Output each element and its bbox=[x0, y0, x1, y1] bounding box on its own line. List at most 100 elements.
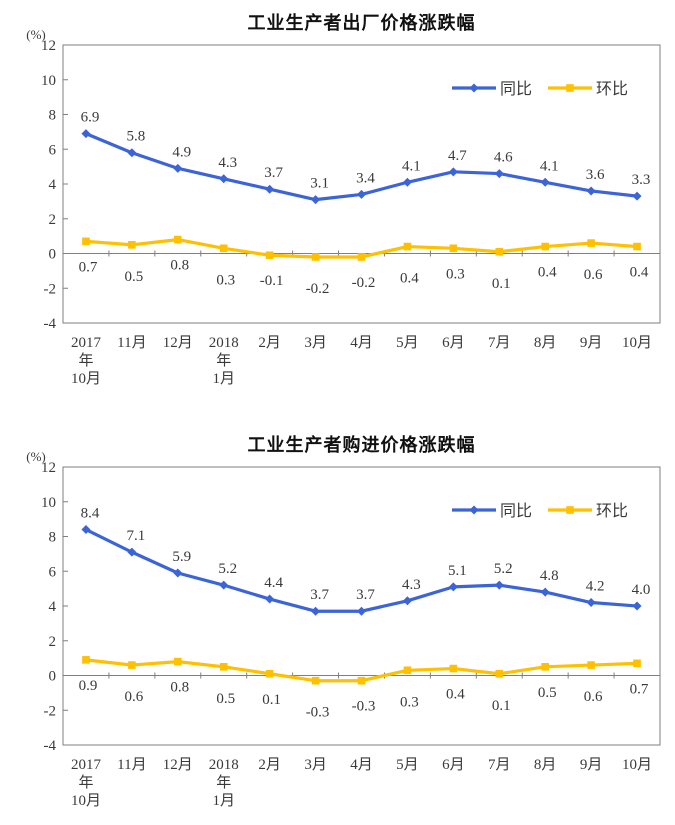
data-point bbox=[541, 663, 549, 671]
data-point bbox=[174, 235, 182, 244]
legend-label: 同比 bbox=[500, 502, 532, 520]
data-point bbox=[311, 253, 320, 261]
data-label: 0.5 bbox=[216, 691, 235, 707]
data-point bbox=[540, 587, 550, 597]
y-tick-label: 12 bbox=[41, 460, 56, 476]
data-label: 3.7 bbox=[356, 587, 375, 603]
data-label: 0.1 bbox=[262, 692, 281, 708]
y-axis-unit-label: (%) bbox=[26, 449, 46, 464]
data-point bbox=[586, 598, 596, 608]
data-label: 4.0 bbox=[632, 582, 651, 598]
x-tick-label: 9月 bbox=[580, 757, 603, 773]
y-tick-label: 2 bbox=[49, 212, 57, 228]
data-label: 3.7 bbox=[264, 165, 283, 181]
data-point bbox=[219, 580, 229, 590]
x-tick-label: 12月 bbox=[163, 757, 193, 773]
data-point bbox=[495, 669, 504, 678]
data-point bbox=[633, 242, 641, 251]
data-point bbox=[357, 606, 366, 616]
x-tick-label: 3月 bbox=[304, 757, 327, 773]
legend-marker bbox=[566, 84, 574, 92]
legend-label: 同比 bbox=[500, 80, 532, 98]
data-label: 8.4 bbox=[81, 506, 100, 522]
y-tick-label: 8 bbox=[49, 108, 57, 124]
data-label: 5.1 bbox=[448, 563, 467, 579]
x-tick-label: 10月 bbox=[622, 335, 652, 351]
data-point bbox=[586, 186, 596, 196]
x-tick-label: 年 bbox=[216, 774, 231, 791]
data-label: 0.3 bbox=[216, 272, 235, 288]
x-tick-label: 6月 bbox=[442, 757, 465, 773]
x-tick-label: 7月 bbox=[488, 335, 511, 351]
data-point bbox=[265, 594, 275, 604]
y-tick-label: 0 bbox=[49, 669, 57, 685]
data-label: 7.1 bbox=[127, 528, 146, 544]
x-tick-label: 4月 bbox=[350, 335, 373, 351]
x-tick-label: 11月 bbox=[117, 335, 146, 351]
data-point bbox=[357, 676, 366, 685]
data-point bbox=[311, 606, 321, 616]
data-point bbox=[127, 547, 137, 557]
data-label: 0.6 bbox=[125, 689, 144, 705]
data-point bbox=[587, 239, 595, 247]
data-label: 0.4 bbox=[538, 265, 557, 281]
data-point bbox=[265, 184, 275, 194]
x-tick-label: 7月 bbox=[488, 757, 511, 773]
legend-label: 环比 bbox=[596, 80, 628, 98]
x-tick-label: 1月 bbox=[212, 371, 235, 387]
x-tick-label: 12月 bbox=[163, 335, 193, 351]
y-tick-label: 6 bbox=[49, 142, 57, 158]
data-label: -0.2 bbox=[306, 281, 330, 297]
y-tick-label: 10 bbox=[41, 495, 56, 511]
y-tick-label: -4 bbox=[44, 316, 57, 332]
y-tick-label: -2 bbox=[44, 281, 57, 297]
data-point bbox=[357, 253, 366, 261]
data-label: 4.2 bbox=[586, 579, 605, 595]
data-label: 5.2 bbox=[218, 561, 237, 577]
data-point bbox=[311, 676, 320, 685]
data-label: 4.3 bbox=[218, 155, 237, 171]
data-point bbox=[81, 525, 91, 535]
data-label: 4.6 bbox=[494, 150, 513, 166]
data-label: 5.8 bbox=[127, 129, 146, 145]
data-label: 4.7 bbox=[448, 148, 467, 164]
x-tick-label: 6月 bbox=[442, 335, 465, 351]
x-tick-label: 2018 bbox=[209, 757, 239, 773]
data-label: 0.7 bbox=[630, 681, 649, 697]
data-label: 5.2 bbox=[494, 561, 513, 577]
data-label: 0.3 bbox=[400, 694, 419, 710]
y-tick-label: 4 bbox=[49, 177, 57, 193]
y-axis-unit-label: (%) bbox=[26, 27, 46, 42]
data-point bbox=[402, 177, 412, 187]
legend-marker bbox=[566, 506, 574, 514]
data-point bbox=[219, 174, 229, 184]
data-label: -0.1 bbox=[260, 273, 284, 289]
data-point bbox=[219, 244, 228, 253]
data-label: 6.9 bbox=[81, 110, 100, 126]
data-point bbox=[449, 244, 458, 253]
data-point bbox=[402, 596, 412, 606]
data-point bbox=[128, 241, 136, 249]
data-label: 3.3 bbox=[632, 172, 651, 188]
data-point bbox=[311, 195, 321, 205]
y-tick-label: 2 bbox=[49, 634, 57, 650]
data-point bbox=[633, 659, 641, 668]
data-label: 3.6 bbox=[586, 167, 605, 183]
y-tick-label: 12 bbox=[41, 38, 56, 54]
data-label: 0.1 bbox=[492, 276, 511, 292]
data-point bbox=[540, 177, 550, 187]
data-point bbox=[632, 191, 642, 201]
x-tick-label: 2017 bbox=[71, 757, 102, 773]
y-tick-label: 4 bbox=[49, 599, 57, 615]
data-label: 4.4 bbox=[264, 575, 283, 591]
x-tick-label: 8月 bbox=[534, 757, 557, 773]
data-label: 0.6 bbox=[584, 267, 603, 283]
data-point bbox=[219, 663, 228, 671]
data-point bbox=[265, 669, 274, 678]
data-point bbox=[403, 242, 412, 251]
data-point bbox=[495, 247, 504, 256]
data-point bbox=[448, 582, 458, 592]
y-tick-label: 0 bbox=[49, 247, 57, 263]
x-tick-label: 8月 bbox=[534, 335, 557, 351]
